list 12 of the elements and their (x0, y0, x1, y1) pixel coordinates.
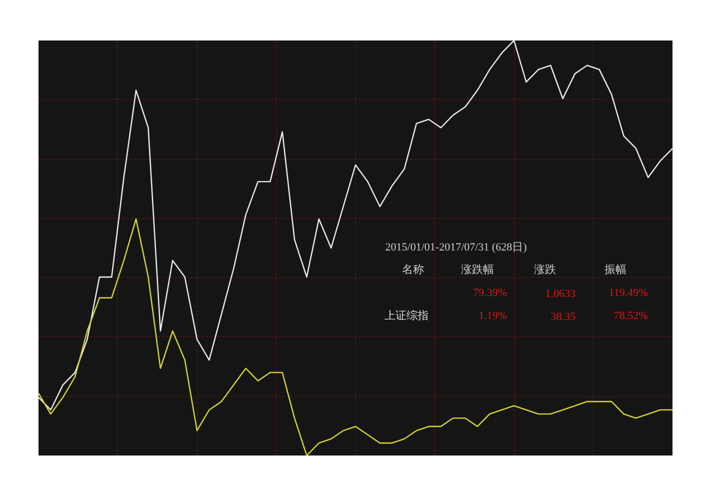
annotation: 涨跌 (534, 264, 556, 276)
annotation: 38.35 (550, 310, 576, 323)
annotation: 119.49% (608, 287, 648, 300)
annotation: 78.52% (614, 310, 648, 322)
annotation: 1.19% (478, 310, 508, 322)
annotation: 名称 (402, 264, 424, 276)
annotation: 振幅 (604, 264, 626, 276)
annotation: 79.39% (473, 287, 508, 300)
annotation: 1.0633 (545, 288, 576, 300)
annotation: 上证综指 (384, 308, 429, 322)
annotation: 涨跌幅 (461, 264, 494, 276)
annotation: 2015/01/01-2017/07/31 (628日) (385, 241, 528, 254)
